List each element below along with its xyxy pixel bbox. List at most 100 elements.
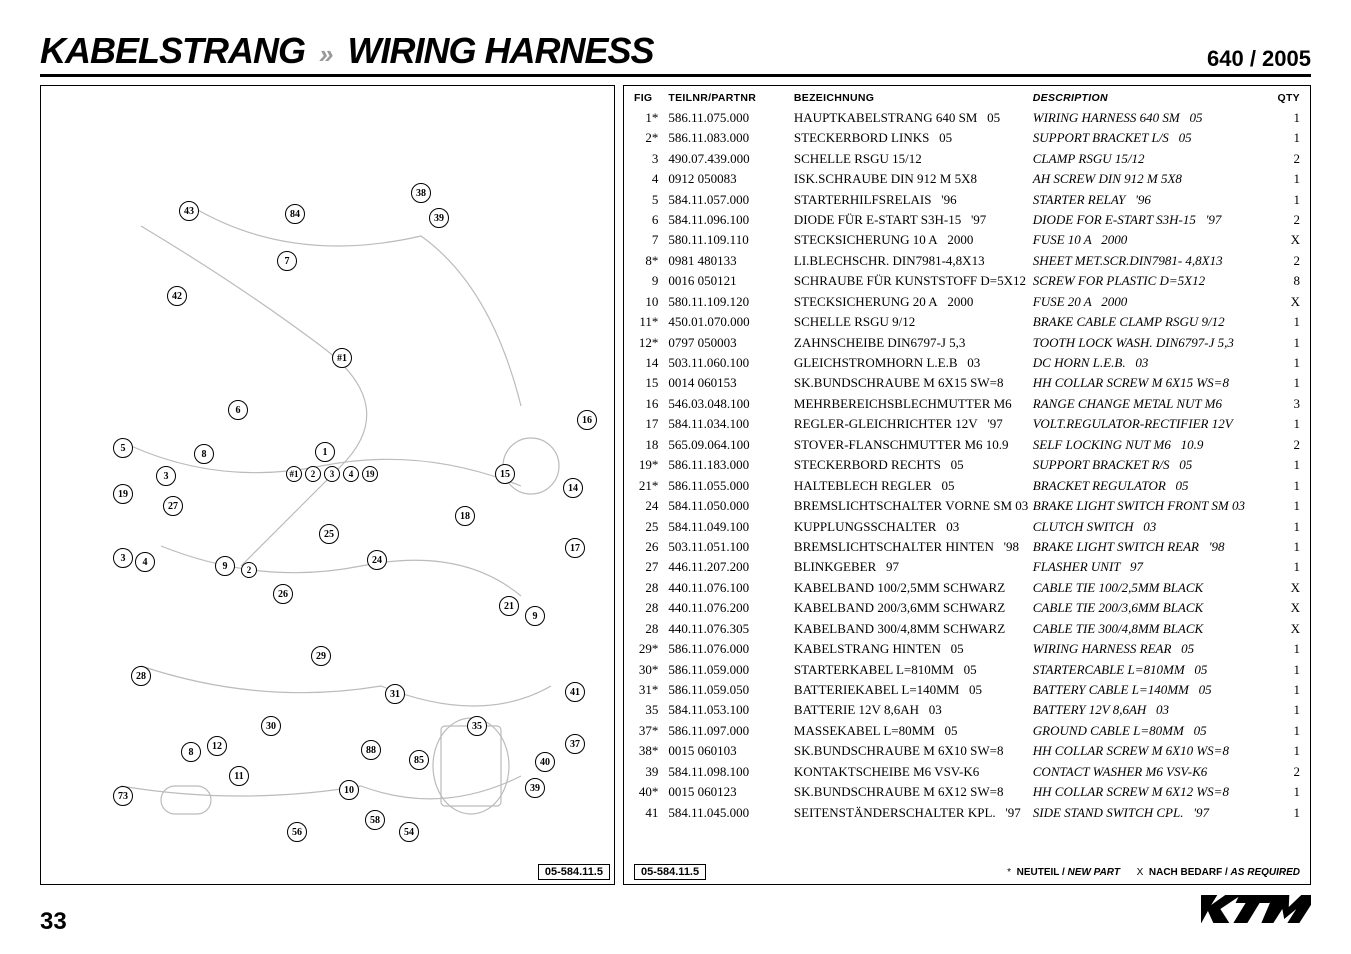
diagram-callout: 73 (113, 786, 133, 806)
cell-qty: 1 (1272, 353, 1300, 373)
table-row: 41584.11.045.000SEITENSTÄNDERSCHALTER KP… (634, 803, 1300, 823)
cell-qty: 1 (1272, 333, 1300, 353)
cell-qty: 1 (1272, 312, 1300, 332)
cell-description: DIODE FOR E-START S3H-15 '97 (1033, 210, 1272, 230)
cell-qty: 1 (1272, 496, 1300, 516)
diagram-callout: 2 (305, 466, 321, 482)
cell-fig: 2* (634, 128, 668, 148)
cell-bezeichnung: ISK.SCHRAUBE DIN 912 M 5X8 (794, 169, 1033, 189)
main-content: 43388439742#16165813#1234191915142718251… (40, 85, 1311, 885)
cell-bezeichnung: SK.BUNDSCHRAUBE M 6X10 SW=8 (794, 742, 1033, 762)
diagram-callout: 8 (181, 742, 201, 762)
cell-description: BATTERY 12V 8,6AH 03 (1033, 701, 1272, 721)
cell-partnr: 503.11.060.100 (668, 353, 794, 373)
cell-qty: 1 (1272, 169, 1300, 189)
cell-description: SUPPORT BRACKET R/S 05 (1033, 455, 1272, 475)
cell-qty: 1 (1272, 701, 1300, 721)
cell-fig: 16 (634, 394, 668, 414)
cell-partnr: 440.11.076.200 (668, 599, 794, 619)
table-row: 11*450.01.070.000SCHELLE RSGU 9/12BRAKE … (634, 312, 1300, 332)
table-row: 29*586.11.076.000KABELSTRANG HINTEN 05WI… (634, 639, 1300, 659)
cell-bezeichnung: STECKSICHERUNG 20 A 2000 (794, 292, 1033, 312)
table-row: 17584.11.034.100REGLER-GLEICHRICHTER 12V… (634, 415, 1300, 435)
diagram-callout: 18 (455, 506, 475, 526)
table-row: 37*586.11.097.000MASSEKABEL L=80MM 05GRO… (634, 721, 1300, 741)
table-row: 28440.11.076.100KABELBAND 100/2,5MM SCHW… (634, 578, 1300, 598)
cell-partnr: 584.11.049.100 (668, 517, 794, 537)
cell-description: CABLE TIE 300/4,8MM BLACK (1033, 619, 1272, 639)
diagram-callout: 26 (273, 584, 293, 604)
col-description: DESCRIPTION (1033, 92, 1272, 108)
cell-qty: 1 (1272, 660, 1300, 680)
cell-partnr: 440.11.076.100 (668, 578, 794, 598)
diagram-callout: 42 (167, 286, 187, 306)
nach-bedarf-label: NACH BEDARF / (1149, 867, 1228, 878)
table-row: 12*0797 050003ZAHNSCHEIBE DIN6797-J 5,3T… (634, 333, 1300, 353)
cell-description: CABLE TIE 200/3,6MM BLACK (1033, 599, 1272, 619)
cell-fig: 8* (634, 251, 668, 271)
cell-qty: X (1272, 619, 1300, 639)
cell-description: HH COLLAR SCREW M 6X15 WS=8 (1033, 374, 1272, 394)
table-row: 30*586.11.059.000STARTERKABEL L=810MM 05… (634, 660, 1300, 680)
table-row: 8*0981 480133LI.BLECHSCHR. DIN7981-4,8X1… (634, 251, 1300, 271)
cell-description: SUPPORT BRACKET L/S 05 (1033, 128, 1272, 148)
cell-partnr: 546.03.048.100 (668, 394, 794, 414)
cell-bezeichnung: KABELBAND 100/2,5MM SCHWARZ (794, 578, 1033, 598)
col-qty: QTY (1272, 92, 1300, 108)
cell-partnr: 503.11.051.100 (668, 537, 794, 557)
table-row: 10580.11.109.120STECKSICHERUNG 20 A 2000… (634, 292, 1300, 312)
cell-qty: 2 (1272, 210, 1300, 230)
table-row: 21*586.11.055.000HALTEBLECH REGLER 05BRA… (634, 476, 1300, 496)
cell-description: HH COLLAR SCREW M 6X12 WS=8 (1033, 782, 1272, 802)
diagram-callout: 39 (429, 208, 449, 228)
cell-description: SIDE STAND SWITCH CPL. '97 (1033, 803, 1272, 823)
cell-partnr: 580.11.109.120 (668, 292, 794, 312)
cell-bezeichnung: MEHRBEREICHSBLECHMUTTER M6 (794, 394, 1033, 414)
cell-fig: 25 (634, 517, 668, 537)
cell-description: TOOTH LOCK WASH. DIN6797-J 5,3 (1033, 333, 1272, 353)
cell-description: BRAKE LIGHT SWITCH FRONT SM 03 (1033, 496, 1272, 516)
cell-qty: X (1272, 292, 1300, 312)
cell-description: STARTERCABLE L=810MM 05 (1033, 660, 1272, 680)
model-year: 640 / 2005 (1207, 46, 1311, 72)
cell-fig: 28 (634, 578, 668, 598)
cell-fig: 12* (634, 333, 668, 353)
cell-fig: 4 (634, 169, 668, 189)
cell-description: BATTERY CABLE L=140MM 05 (1033, 680, 1272, 700)
diagram-callout: 8 (194, 444, 214, 464)
table-row: 19*586.11.183.000STECKERBORD RECHTS 05SU… (634, 455, 1300, 475)
diagram-callout: 28 (131, 666, 151, 686)
cell-bezeichnung: STECKSICHERUNG 10 A 2000 (794, 231, 1033, 251)
cell-qty: 1 (1272, 558, 1300, 578)
cell-partnr: 565.09.064.100 (668, 435, 794, 455)
cell-qty: 1 (1272, 537, 1300, 557)
col-partnr: TEILNR/PARTNR (668, 92, 794, 108)
cell-description: SCREW FOR PLASTIC D=5X12 (1033, 272, 1272, 292)
diagram-callout: 4 (343, 466, 359, 482)
cell-description: SELF LOCKING NUT M6 10.9 (1033, 435, 1272, 455)
diagram-callout: #1 (332, 348, 352, 368)
cell-bezeichnung: BREMSLICHTSCHALTER VORNE SM 03 (794, 496, 1033, 516)
table-row: 28440.11.076.305KABELBAND 300/4,8MM SCHW… (634, 619, 1300, 639)
cell-fig: 1* (634, 108, 668, 128)
cell-partnr: 586.11.059.050 (668, 680, 794, 700)
cell-description: FUSE 10 A 2000 (1033, 231, 1272, 251)
cell-fig: 37* (634, 721, 668, 741)
cell-description: BRACKET REGULATOR 05 (1033, 476, 1272, 496)
cell-bezeichnung: STOVER-FLANSCHMUTTER M6 10.9 (794, 435, 1033, 455)
cell-partnr: 584.11.034.100 (668, 415, 794, 435)
neuteil-label: NEUTEIL / (1017, 867, 1065, 878)
cell-description: VOLT.REGULATOR-RECTIFIER 12V (1033, 415, 1272, 435)
cell-description: CABLE TIE 100/2,5MM BLACK (1033, 578, 1272, 598)
table-row: 6584.11.096.100DIODE FÜR E-START S3H-15 … (634, 210, 1300, 230)
cell-partnr: 586.11.183.000 (668, 455, 794, 475)
cell-fig: 29* (634, 639, 668, 659)
table-header-row: FIG TEILNR/PARTNR BEZEICHNUNG DESCRIPTIO… (634, 92, 1300, 108)
diagram-reference: 05-584.11.5 (538, 864, 610, 880)
cell-fig: 17 (634, 415, 668, 435)
col-fig: FIG (634, 92, 668, 108)
cell-partnr: 586.11.075.000 (668, 108, 794, 128)
diagram-callout: 85 (409, 750, 429, 770)
cell-qty: 2 (1272, 435, 1300, 455)
diagram-callout: 16 (577, 410, 597, 430)
